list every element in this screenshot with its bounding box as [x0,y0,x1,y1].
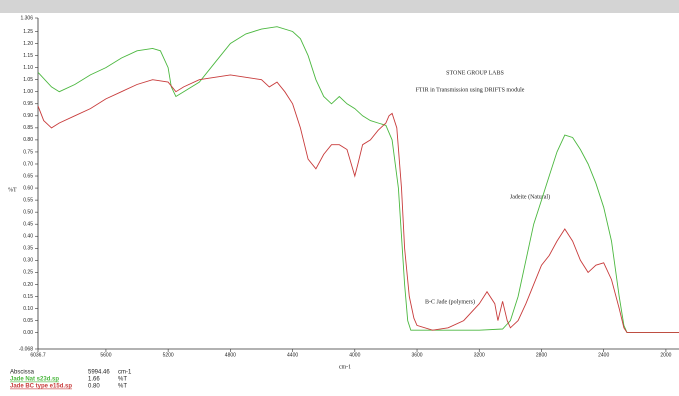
y-tick-label: 1.00 [23,89,33,95]
readout-value: 1.66 [88,377,100,383]
legend-entry: Jade BC type e15d.sp [10,384,72,390]
x-tick-label: 2800 [536,352,547,358]
x-tick-label: 4800 [225,352,236,358]
readout-unit: %T [118,377,127,383]
y-tick-label: 0.30 [23,258,33,264]
x-tick-label: 6036.7 [30,352,46,358]
y-tick-label: 0.50 [23,209,33,215]
y-tick-label: 0.40 [23,234,33,240]
y-tick-label: 0.95 [23,101,33,107]
y-tick-label: 0.75 [23,149,33,155]
y-tick-label: 0.15 [23,294,33,300]
y-tick-label: 0.20 [23,282,33,288]
y-tick-label: -0.068 [19,346,33,352]
y-tick-label: 1.15 [23,53,33,59]
y-tick-label: 0.65 [23,173,33,179]
y-tick-label: 0.80 [23,137,33,143]
y-tick-label: 1.05 [23,77,33,83]
annotation: B-C Jade (polymers) [425,298,475,305]
x-tick-label: 5200 [163,352,174,358]
annotation: STONE GROUP LABS [446,70,504,76]
x-tick-label: 2000 [660,352,671,358]
legend-entry: Jade Nat s23d.sp [10,377,59,383]
y-tick-label: 0.00 [23,330,33,336]
y-tick-label: 0.10 [23,306,33,312]
y-tick-label: 0.85 [23,125,33,131]
x-tick-label: 4400 [287,352,298,358]
toolbar [0,0,679,13]
y-label: %T [8,187,17,193]
readout-label: Abscissa [10,370,35,376]
x-tick-label: 4000 [349,352,360,358]
y-tick-label: 0.60 [23,185,33,191]
y-tick-label: 0.90 [23,113,33,119]
readout-value: 5994.46 [88,370,110,376]
y-tick-label: 0.45 [23,222,33,228]
y-tick-label: 0.55 [23,197,33,203]
x-tick-label: 3200 [474,352,485,358]
y-tick-label: 1.25 [23,29,33,35]
y-tick-label: 0.35 [23,246,33,252]
annotation: Jadeite (Natural) [510,193,550,200]
readout-value: 0.80 [88,384,100,390]
y-tick-label: 0.25 [23,270,33,276]
x-tick-label: 5600 [100,352,111,358]
spectrum-line [37,74,679,334]
y-tick-label: 1.306 [20,15,33,21]
y-tick-label: 0.70 [23,161,33,167]
y-tick-label: 1.20 [23,41,33,47]
x-tick-label: 3600 [411,352,422,358]
spectrum-line [37,26,679,334]
x-tick-label: 2400 [598,352,609,358]
readout-unit: cm-1 [118,370,132,376]
annotation: FTIR in Transmission using DRIFTS module [416,87,525,93]
y-tick-label: 1.10 [23,65,33,71]
y-tick-label: 0.05 [23,318,33,324]
readout-unit: %T [118,384,127,390]
x-label: cm-1 [339,364,351,370]
